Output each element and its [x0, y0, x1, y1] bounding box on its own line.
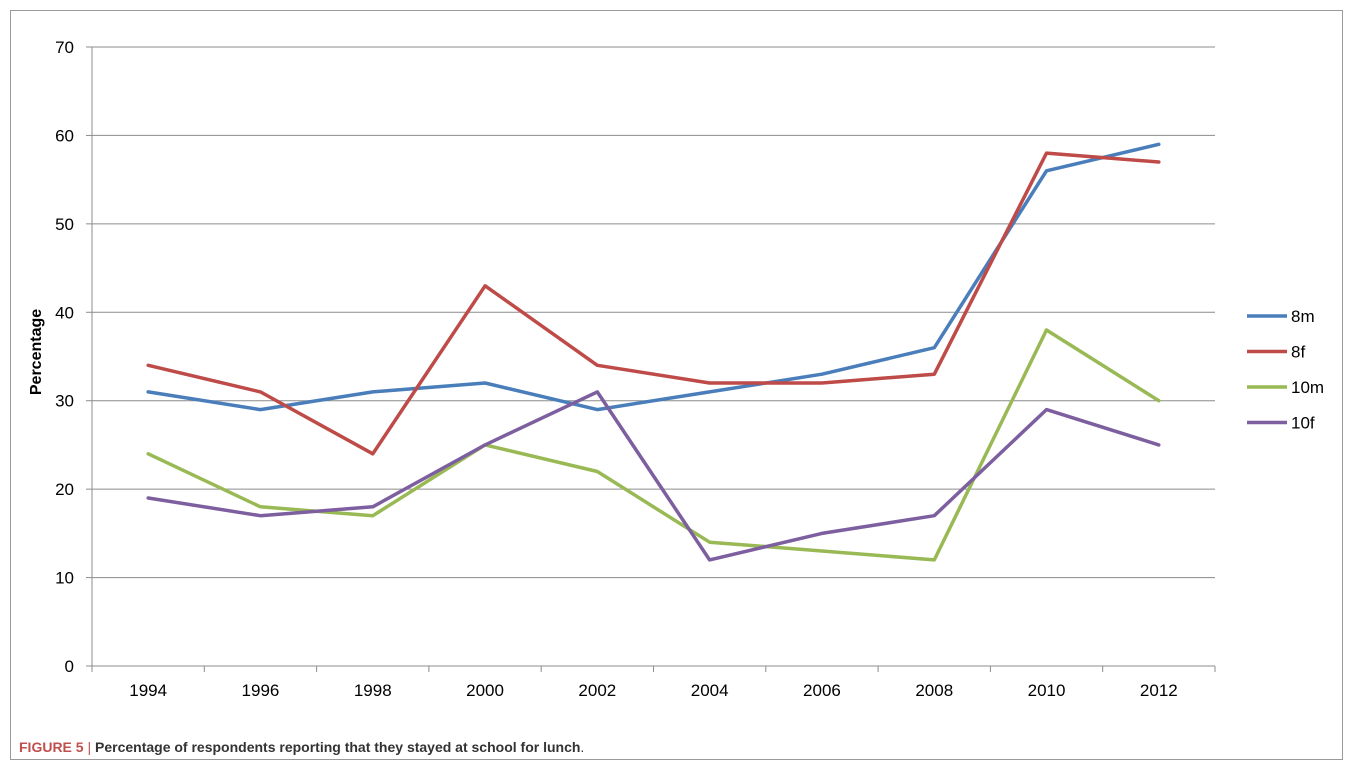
x-tick-label-1996: 1996 — [242, 681, 280, 700]
y-tick-label-50: 50 — [55, 215, 74, 234]
legend-label-10m: 10m — [1291, 378, 1324, 397]
x-tick-label-2002: 2002 — [578, 681, 616, 700]
axes — [86, 46, 1216, 672]
figure-caption: FIGURE 5 | Percentage of respondents rep… — [19, 739, 584, 755]
series-line-10f — [146, 390, 1161, 562]
legend-label-8m: 8m — [1291, 307, 1315, 326]
x-tick-labels: 1994 1996 1998 2000 2002 2004 2006 2008 2010 2012 — [129, 681, 1178, 700]
caption-separator: | — [87, 739, 92, 755]
legend-label-10f: 10f — [1291, 414, 1315, 433]
caption-text: Percentage of respondents reporting that… — [95, 739, 581, 755]
y-tick-label-70: 70 — [55, 38, 74, 57]
y-tick-labels: 0 10 20 30 40 50 60 70 — [55, 38, 74, 676]
x-tick-label-1994: 1994 — [129, 681, 167, 700]
x-tick-label-2006: 2006 — [803, 681, 841, 700]
x-tick-label-2000: 2000 — [466, 681, 504, 700]
caption-end: . — [580, 739, 585, 755]
x-tick-label-2004: 2004 — [691, 681, 729, 700]
y-tick-label-30: 30 — [55, 392, 74, 411]
y-tick-label-0: 0 — [65, 657, 74, 676]
x-tick-label-2012: 2012 — [1140, 681, 1178, 700]
series-line-8f — [146, 151, 1161, 456]
series-lines — [146, 142, 1161, 562]
figure-label: FIGURE 5 — [19, 739, 84, 755]
x-tick-label-1998: 1998 — [354, 681, 392, 700]
y-tick-label-20: 20 — [55, 480, 74, 499]
line-chart: 0 10 20 30 40 50 60 70 1994 1996 1998 2000 2002 2004… — [28, 38, 1324, 700]
x-tick-label-2010: 2010 — [1028, 681, 1066, 700]
series-line-8m — [146, 142, 1161, 412]
chart-frame: 0 10 20 30 40 50 60 70 1994 1996 1998 2000 2002 2004… — [10, 10, 1343, 760]
y-tick-label-60: 60 — [55, 126, 74, 145]
legend: 8m 8f 10m 10f — [1247, 307, 1324, 433]
y-tick-label-10: 10 — [55, 569, 74, 588]
x-tick-label-2008: 2008 — [915, 681, 953, 700]
grid-lines — [92, 46, 1215, 579]
legend-label-8f: 8f — [1291, 343, 1305, 362]
y-axis-label: Percentage — [28, 309, 45, 395]
y-tick-label-40: 40 — [55, 303, 74, 322]
